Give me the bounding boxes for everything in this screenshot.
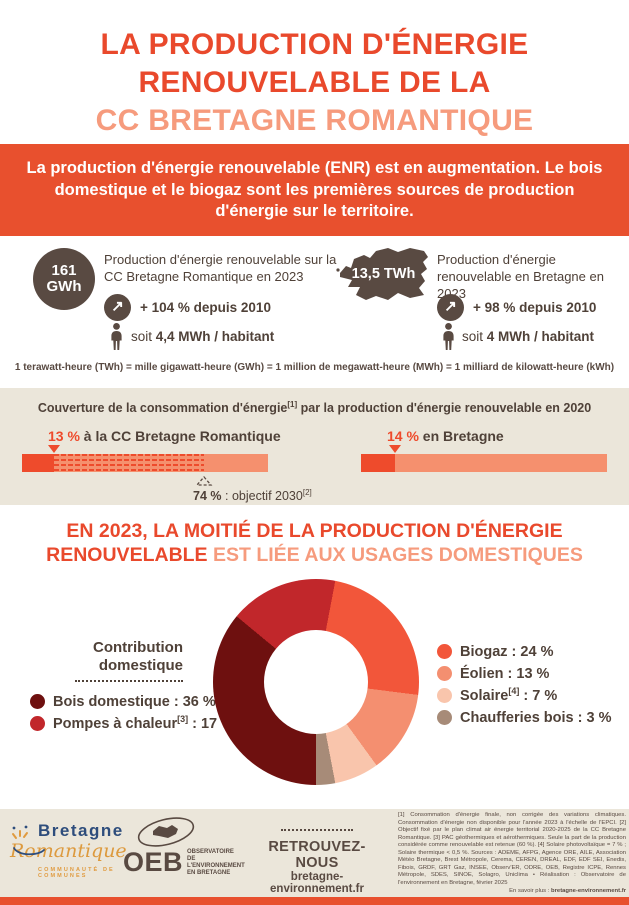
coverage-region-marker: [389, 445, 402, 453]
trend-up-icon: ↗: [104, 294, 131, 321]
bottom-accent-strip: [0, 897, 629, 905]
coverage-bar-region: [361, 445, 607, 472]
title-line-1: LA PRODUCTION D'ÉNERGIE: [100, 28, 529, 61]
coverage-local-block: 13 % à la CC Bretagne Romantique 74 % : …: [22, 428, 312, 506]
title-line-2: RENOUVELABLE DE LA: [138, 66, 491, 99]
local-per-capita: soit 4,4 MWh / habitant: [131, 329, 275, 344]
dotted-separator: [75, 680, 183, 682]
oeb-acronym: OEB: [123, 847, 184, 877]
coverage-local-objective-segment: [53, 454, 205, 472]
oeb-ellipse-icon: [137, 817, 195, 847]
legend-item-eolien: Éolien : 13 %: [437, 662, 611, 684]
dotted-separator: [281, 829, 353, 831]
legend-item-solaire: Solaire[4] : 7 %: [437, 684, 611, 706]
find-us-title: RETROUVEZ-NOUS: [268, 839, 366, 871]
intro-banner-text: La production d'énergie renouvelable (EN…: [26, 159, 603, 220]
coverage-region-label: 14 % en Bretagne: [387, 428, 504, 444]
region-per-capita: soit 4 MWh / habitant: [462, 329, 595, 344]
trend-up-icon: ↗: [437, 294, 464, 321]
oeb-full-name: OBSERVATOIRE DE L'ENVIRONNEMENT EN BRETA…: [187, 848, 245, 876]
logo-bretagne-text: Bretagne: [38, 821, 124, 840]
logo-romantique-text: Romantique: [10, 840, 127, 862]
legend-domestic: Contribution domestique Bois domestique …: [0, 639, 234, 734]
intro-banner: La production d'énergie renouvelable (EN…: [0, 144, 629, 236]
coverage-heading: Couverture de la consommation d'énergie[…: [37, 400, 592, 416]
objective-label: 74 % : objectif 2030[2]: [193, 488, 312, 504]
key-figures: 161 GWh Production d'énergie renouvelabl…: [0, 240, 629, 360]
person-icon: [111, 323, 122, 350]
local-growth: + 104 % depuis 2010: [140, 300, 271, 315]
coverage-local-remaining-segment: [204, 454, 268, 472]
legend-domestic-title: Contribution domestique: [93, 639, 183, 674]
donut-hole: [264, 630, 368, 734]
donut-section: EN 2023, LA MOITIÉ DE LA PRODUCTION D'ÉN…: [0, 505, 629, 809]
legend-bullet: [437, 687, 452, 703]
logo-swoosh: [13, 847, 45, 856]
legend-bullet: [437, 643, 452, 659]
legend-item-biogaz: Biogaz : 24 %: [437, 640, 611, 662]
coverage-section: Couverture de la consommation d'énergie[…: [0, 388, 629, 505]
legend-bullet: [437, 665, 452, 681]
sun-icon: [12, 825, 28, 839]
region-growth: + 98 % depuis 2010: [473, 300, 597, 315]
coverage-region-remaining-segment: [395, 454, 607, 472]
find-us-block: RETROUVEZ-NOUS bretagne-environnement.fr…: [252, 829, 382, 905]
footer: Bretagne Romantique COMMUNAUTÉ DE COMMUN…: [0, 809, 629, 905]
objective-marker: [195, 476, 213, 486]
local-badge-unit: GWh: [46, 278, 82, 295]
coverage-local-achieved-segment: [22, 454, 54, 472]
legend-item-bois-domestique: Bois domestique : 36 %: [0, 690, 216, 712]
local-badge-value: 161: [51, 262, 77, 279]
brittany-map-icon: [336, 248, 428, 300]
page-title: LA PRODUCTION D'ÉNERGIE RENOUVELABLE DE …: [0, 26, 629, 140]
local-production-description: Production d'énergie renouvelable sur la…: [104, 252, 337, 284]
coverage-region-achieved-segment: [361, 454, 396, 472]
coverage-local-marker: [47, 445, 60, 453]
donut-chart: [213, 579, 419, 785]
logo-tagline: COMMUNAUTÉ DE COMMUNES: [38, 867, 115, 879]
footnotes: [1] Consommation d'énergie finale, non c…: [398, 812, 626, 894]
coverage-objective: 74 % : objectif 2030[2]: [22, 472, 312, 506]
region-production-description: Production d'énergie renouvelable en Bre…: [437, 252, 604, 301]
person-icon: [443, 323, 454, 350]
legend-bullet: [30, 715, 45, 731]
region-badge-value: 13,5 TWh: [351, 266, 416, 282]
legend-bullet: [437, 709, 452, 725]
more-info-link[interactable]: bretagne-environnement.fr: [551, 888, 626, 894]
bretagne-romantique-logo: Bretagne Romantique COMMUNAUTÉ DE COMMUN…: [10, 821, 160, 879]
legend-item-pompes-a-chaleur: Pompes à chaleur[3] : 17 %: [0, 712, 234, 734]
more-info-line: En savoir plus : bretagne-environnement.…: [509, 888, 626, 894]
donut-heading: EN 2023, LA MOITIÉ DE LA PRODUCTION D'ÉN…: [46, 520, 583, 566]
local-production-badge: 161 GWh: [33, 248, 95, 310]
unit-conversion-note: 1 terawatt-heure (TWh) = mille gigawatt-…: [14, 362, 615, 373]
coverage-local-label: 13 % à la CC Bretagne Romantique: [48, 428, 281, 444]
coverage-bar-local: [22, 445, 268, 472]
legend-bullet: [30, 693, 45, 709]
legend-other-sources: Biogaz : 24 % Éolien : 13 % Solaire[4] :…: [437, 640, 611, 728]
find-us-url-link[interactable]: bretagne-environnement.fr: [270, 871, 364, 895]
legend-item-chaufferies-bois: Chaufferies bois : 3 %: [437, 706, 611, 728]
coverage-region-block: 14 % en Bretagne: [361, 428, 607, 472]
title-line-3: CC BRETAGNE ROMANTIQUE: [95, 104, 534, 137]
